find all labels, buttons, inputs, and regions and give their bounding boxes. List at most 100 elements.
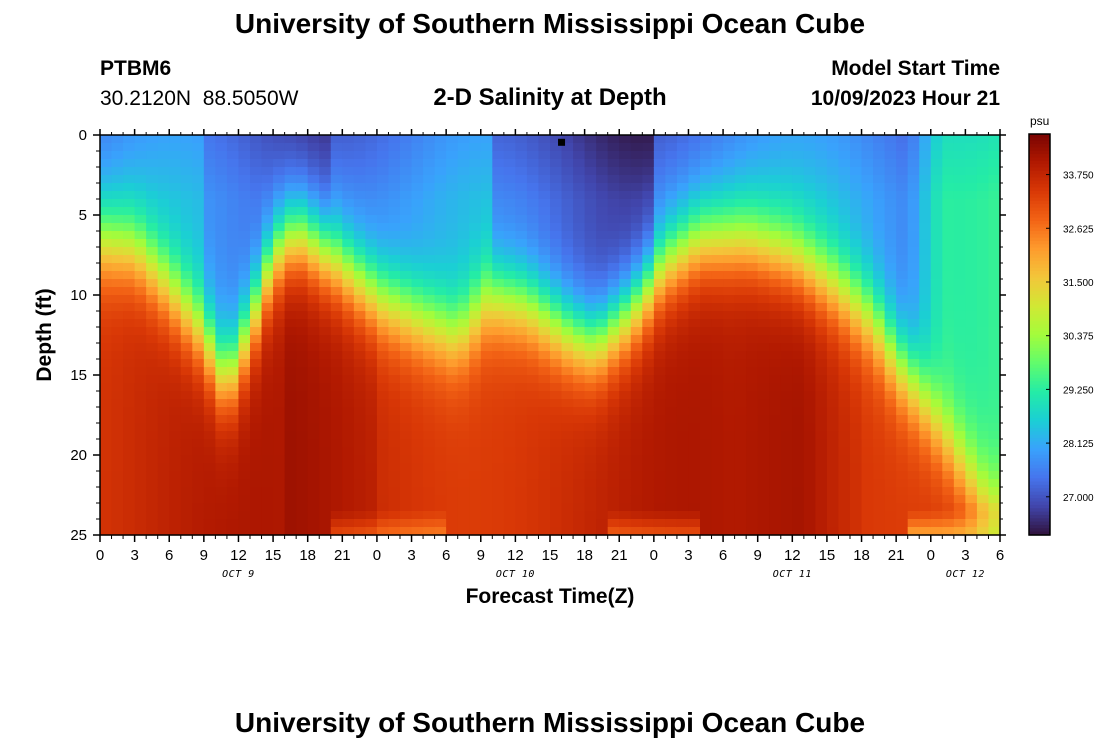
heatmap-cell [861,271,874,280]
heatmap-cell [526,399,540,408]
heatmap-cell [757,383,770,392]
heatmap-cell [711,391,724,400]
heatmap-cell [723,135,736,144]
heatmap-cell [319,143,332,152]
heatmap-cell [480,415,493,424]
heatmap-cell [642,191,655,200]
heatmap-cell [826,151,840,160]
heatmap-cell [123,487,136,496]
heatmap-cell [907,503,920,512]
heatmap-cell [353,407,366,416]
heatmap-cell [688,263,701,272]
heatmap-cell [930,279,943,288]
heatmap-cell [757,151,770,160]
heatmap-cell [353,423,366,432]
heatmap-cell [792,359,805,368]
heatmap-cell [561,463,574,472]
heatmap-cell [988,359,1001,368]
heatmap-cell [884,167,897,176]
heatmap-cell [896,239,909,248]
heatmap-cell [930,527,943,536]
heatmap-cell [792,431,805,440]
heatmap-cell [526,263,540,272]
heatmap-cell [665,231,678,240]
heatmap-cell [815,135,828,144]
heatmap-cell [526,199,540,208]
heatmap-cell [642,335,655,344]
heatmap-cell [907,391,920,400]
heatmap-cell [919,383,932,392]
heatmap-cell [988,271,1001,280]
heatmap-cell [457,487,470,496]
heatmap-cell [976,287,990,296]
heatmap-cell [584,463,597,472]
heatmap-cell [388,399,401,408]
heatmap-cell [469,167,482,176]
heatmap-cell [803,399,816,408]
heatmap-cell [769,143,782,152]
colorbar-segment [1029,367,1050,372]
heatmap-cell [746,319,759,328]
heatmap-cell [873,479,886,488]
heatmap-cell [284,495,297,504]
heatmap-cell [515,519,528,528]
heatmap-cell [238,319,251,328]
heatmap-cell [757,471,770,480]
heatmap-cell [884,191,897,200]
heatmap-cell [965,143,978,152]
heatmap-cell [250,239,263,248]
heatmap-cell [388,167,401,176]
heatmap-cell [365,175,378,184]
heatmap-cell [884,175,897,184]
heatmap-cell [734,351,747,360]
heatmap-cell [596,135,609,144]
heatmap-cell [607,215,620,224]
heatmap-cell [700,199,713,208]
heatmap-cell [769,495,782,504]
heatmap-cell [884,239,897,248]
heatmap-cell [261,231,274,240]
heatmap-cell [526,231,540,240]
heatmap-cell [100,255,113,264]
heatmap-cell [792,135,805,144]
heatmap-cell [492,455,505,464]
colorbar-segment [1029,190,1050,195]
heatmap-cell [111,199,124,208]
heatmap-cell [330,511,343,520]
heatmap-cell [826,511,840,520]
heatmap-cell [607,271,620,280]
heatmap-cell [526,247,540,256]
heatmap-cell [226,479,240,488]
heatmap-cell [711,383,724,392]
heatmap-cell [365,183,378,192]
heatmap-cell [250,471,263,480]
heatmap-cell [965,519,978,528]
heatmap-cell [457,511,470,520]
heatmap-cell [411,351,424,360]
heatmap-cell [746,527,759,536]
heatmap-cell [884,399,897,408]
heatmap-cell [365,383,378,392]
heatmap-cell [769,343,782,352]
heatmap-cell [457,431,470,440]
heatmap-cell [873,207,886,216]
heatmap-cell [907,239,920,248]
heatmap-cell [826,159,840,168]
heatmap-cell [907,151,920,160]
heatmap-cell [711,359,724,368]
heatmap-cell [400,439,413,448]
heatmap-cell [953,223,966,232]
heatmap-cell [111,495,124,504]
heatmap-cell [942,151,955,160]
heatmap-cell [930,183,943,192]
heatmap-cell [180,391,193,400]
heatmap-cell [376,399,390,408]
heatmap-cell [538,311,551,320]
heatmap-cell [503,423,516,432]
heatmap-cell [630,343,643,352]
heatmap-cell [734,343,747,352]
heatmap-cell [100,151,113,160]
heatmap-cell [988,151,1001,160]
heatmap-cell [723,263,736,272]
heatmap-cell [296,503,309,512]
